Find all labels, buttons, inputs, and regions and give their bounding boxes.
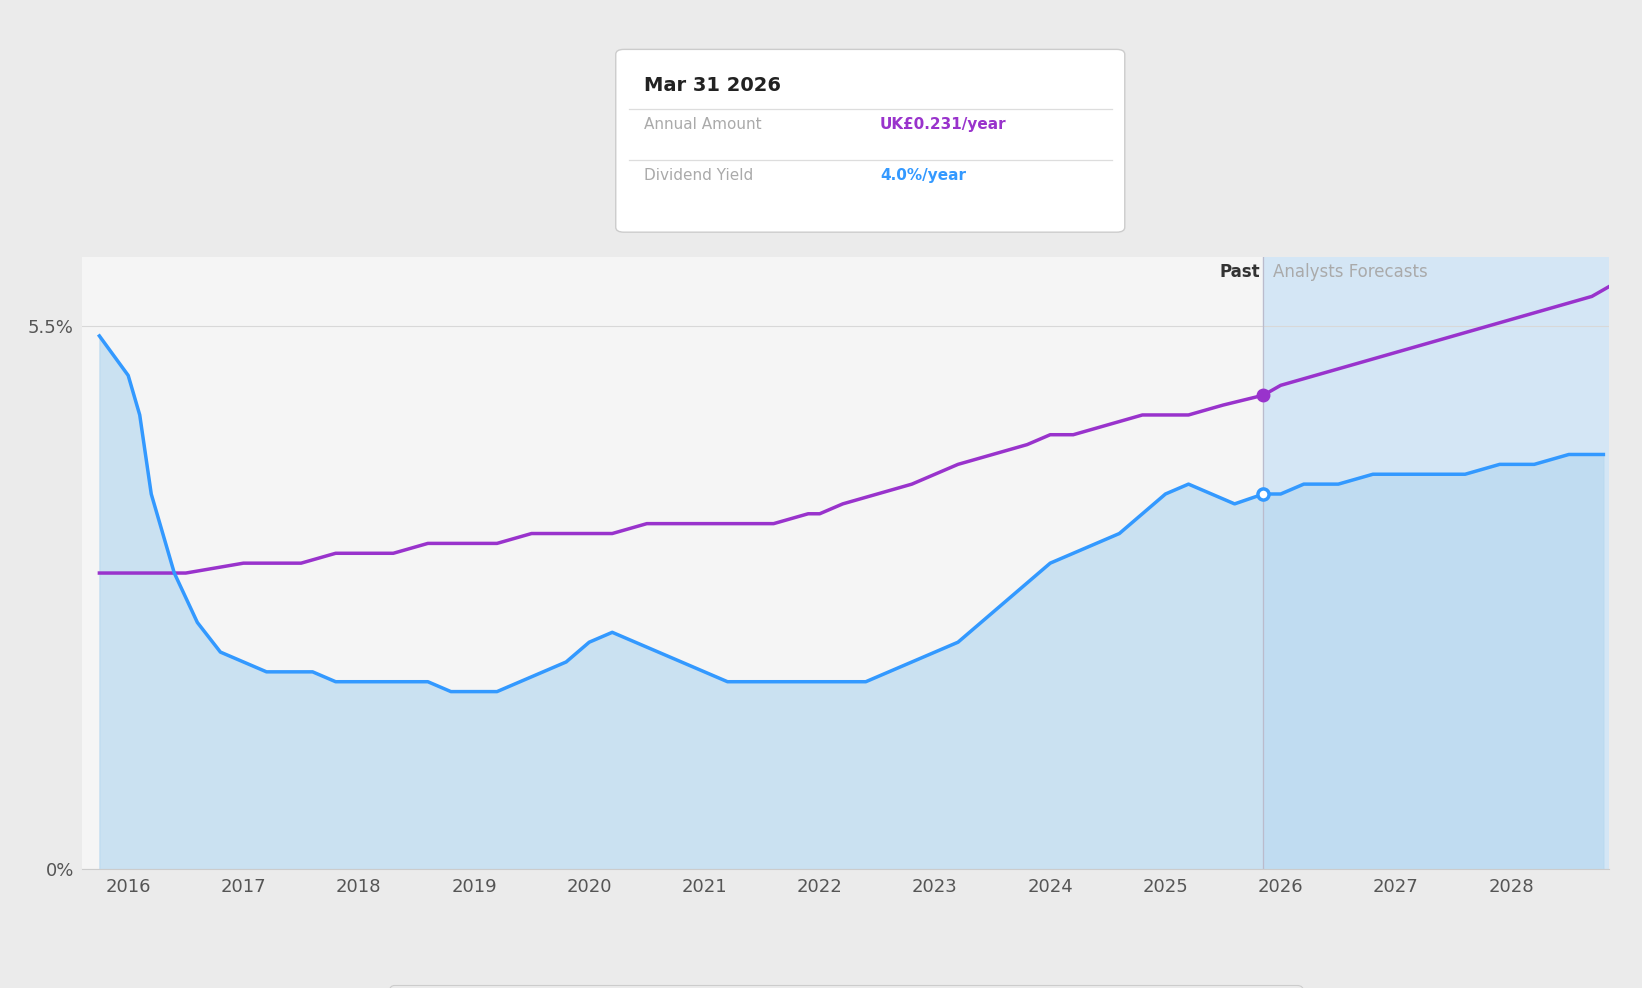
Text: 4.0%/year: 4.0%/year: [880, 168, 965, 183]
Text: Mar 31 2026: Mar 31 2026: [644, 76, 780, 95]
Text: Annual Amount: Annual Amount: [644, 117, 762, 131]
Text: Past: Past: [1220, 263, 1259, 281]
Text: UK£0.231/year: UK£0.231/year: [880, 117, 1007, 131]
Bar: [1263, 257, 1609, 869]
Text: Dividend Yield: Dividend Yield: [644, 168, 754, 183]
Text: Analysts Forecasts: Analysts Forecasts: [1273, 263, 1427, 281]
